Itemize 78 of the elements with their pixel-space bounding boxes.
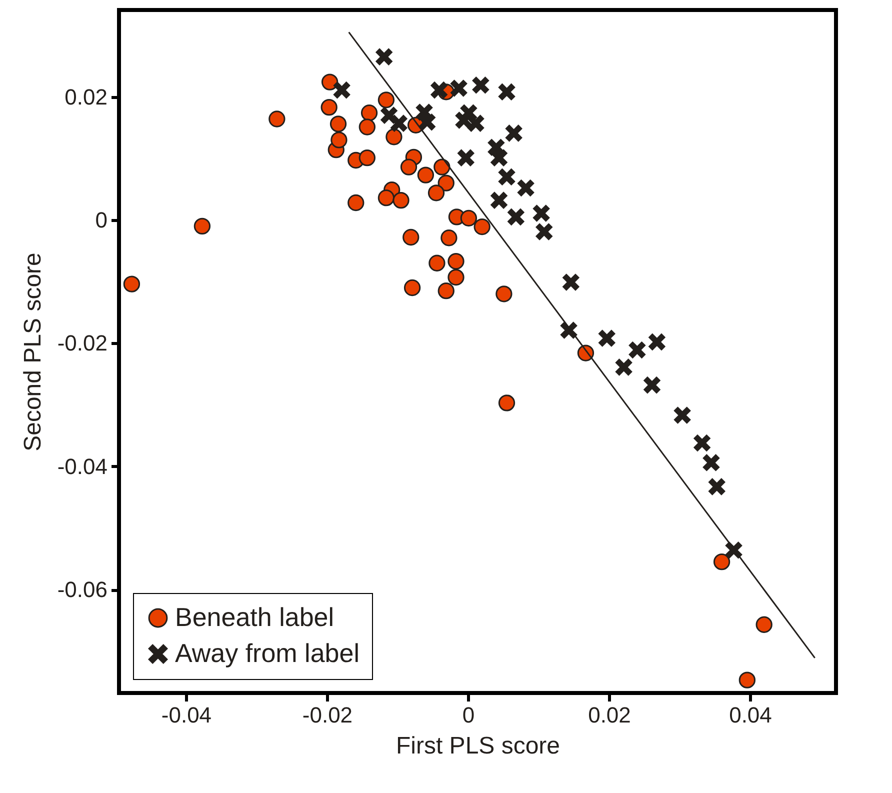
point	[376, 48, 392, 66]
y-tick-label: -0.06	[57, 577, 108, 602]
point	[694, 434, 710, 452]
point	[708, 478, 726, 496]
point	[400, 158, 418, 176]
point	[615, 358, 632, 376]
point	[417, 166, 434, 184]
point	[474, 218, 490, 236]
y-tick-label: 0	[95, 208, 108, 233]
point	[378, 92, 395, 108]
x-tick-label: -0.02	[302, 702, 353, 728]
point	[532, 204, 550, 222]
point	[268, 110, 286, 128]
y-axis-title: Second PLS score	[19, 252, 46, 452]
point	[498, 394, 516, 412]
x-tick-label: 0.04	[729, 702, 772, 728]
point	[392, 192, 410, 209]
point	[123, 276, 140, 292]
point	[508, 208, 524, 226]
point	[448, 268, 464, 286]
point	[358, 149, 376, 166]
point	[644, 376, 660, 394]
point	[560, 322, 578, 339]
point	[505, 124, 522, 142]
y-tick-label: 0.02	[64, 84, 108, 110]
point	[450, 80, 468, 97]
point	[598, 330, 616, 347]
point	[378, 190, 395, 206]
x-tick-label: -0.04	[161, 702, 212, 728]
x-tick-label: 0	[462, 702, 475, 728]
point	[428, 184, 445, 202]
point	[330, 132, 348, 148]
point	[390, 114, 408, 132]
x-tick-label: 0.02	[588, 702, 631, 728]
point	[628, 342, 646, 358]
point	[458, 149, 474, 166]
point	[438, 174, 454, 192]
point	[330, 116, 347, 132]
point	[467, 114, 484, 132]
point	[490, 192, 508, 209]
point	[358, 118, 376, 136]
point	[498, 168, 516, 186]
point	[402, 228, 420, 246]
point	[430, 82, 448, 98]
point	[321, 74, 338, 90]
point	[448, 252, 464, 270]
point	[490, 149, 508, 166]
point	[418, 114, 436, 130]
point	[738, 672, 756, 688]
point	[438, 282, 454, 300]
point	[194, 218, 211, 234]
point	[348, 194, 364, 212]
point	[360, 104, 378, 122]
point	[648, 334, 666, 350]
point	[434, 158, 450, 176]
point	[702, 454, 720, 471]
point	[517, 180, 534, 196]
point	[455, 112, 472, 129]
point	[674, 406, 691, 424]
legend-label: Beneath label	[175, 602, 334, 632]
y-tick-label: -0.04	[57, 454, 108, 479]
point	[562, 274, 580, 291]
point	[386, 128, 402, 146]
point	[536, 223, 552, 240]
point	[404, 279, 421, 296]
point	[333, 82, 350, 98]
point	[496, 286, 512, 302]
legend-label: Away from label	[175, 638, 360, 668]
x-axis-title: First PLS score	[396, 732, 560, 760]
point	[498, 84, 516, 100]
point	[320, 98, 338, 116]
point	[713, 554, 730, 570]
point	[460, 210, 478, 226]
point	[428, 254, 446, 272]
point	[756, 616, 772, 633]
point	[440, 230, 458, 246]
y-tick-label: -0.02	[57, 330, 108, 356]
point	[472, 76, 490, 94]
